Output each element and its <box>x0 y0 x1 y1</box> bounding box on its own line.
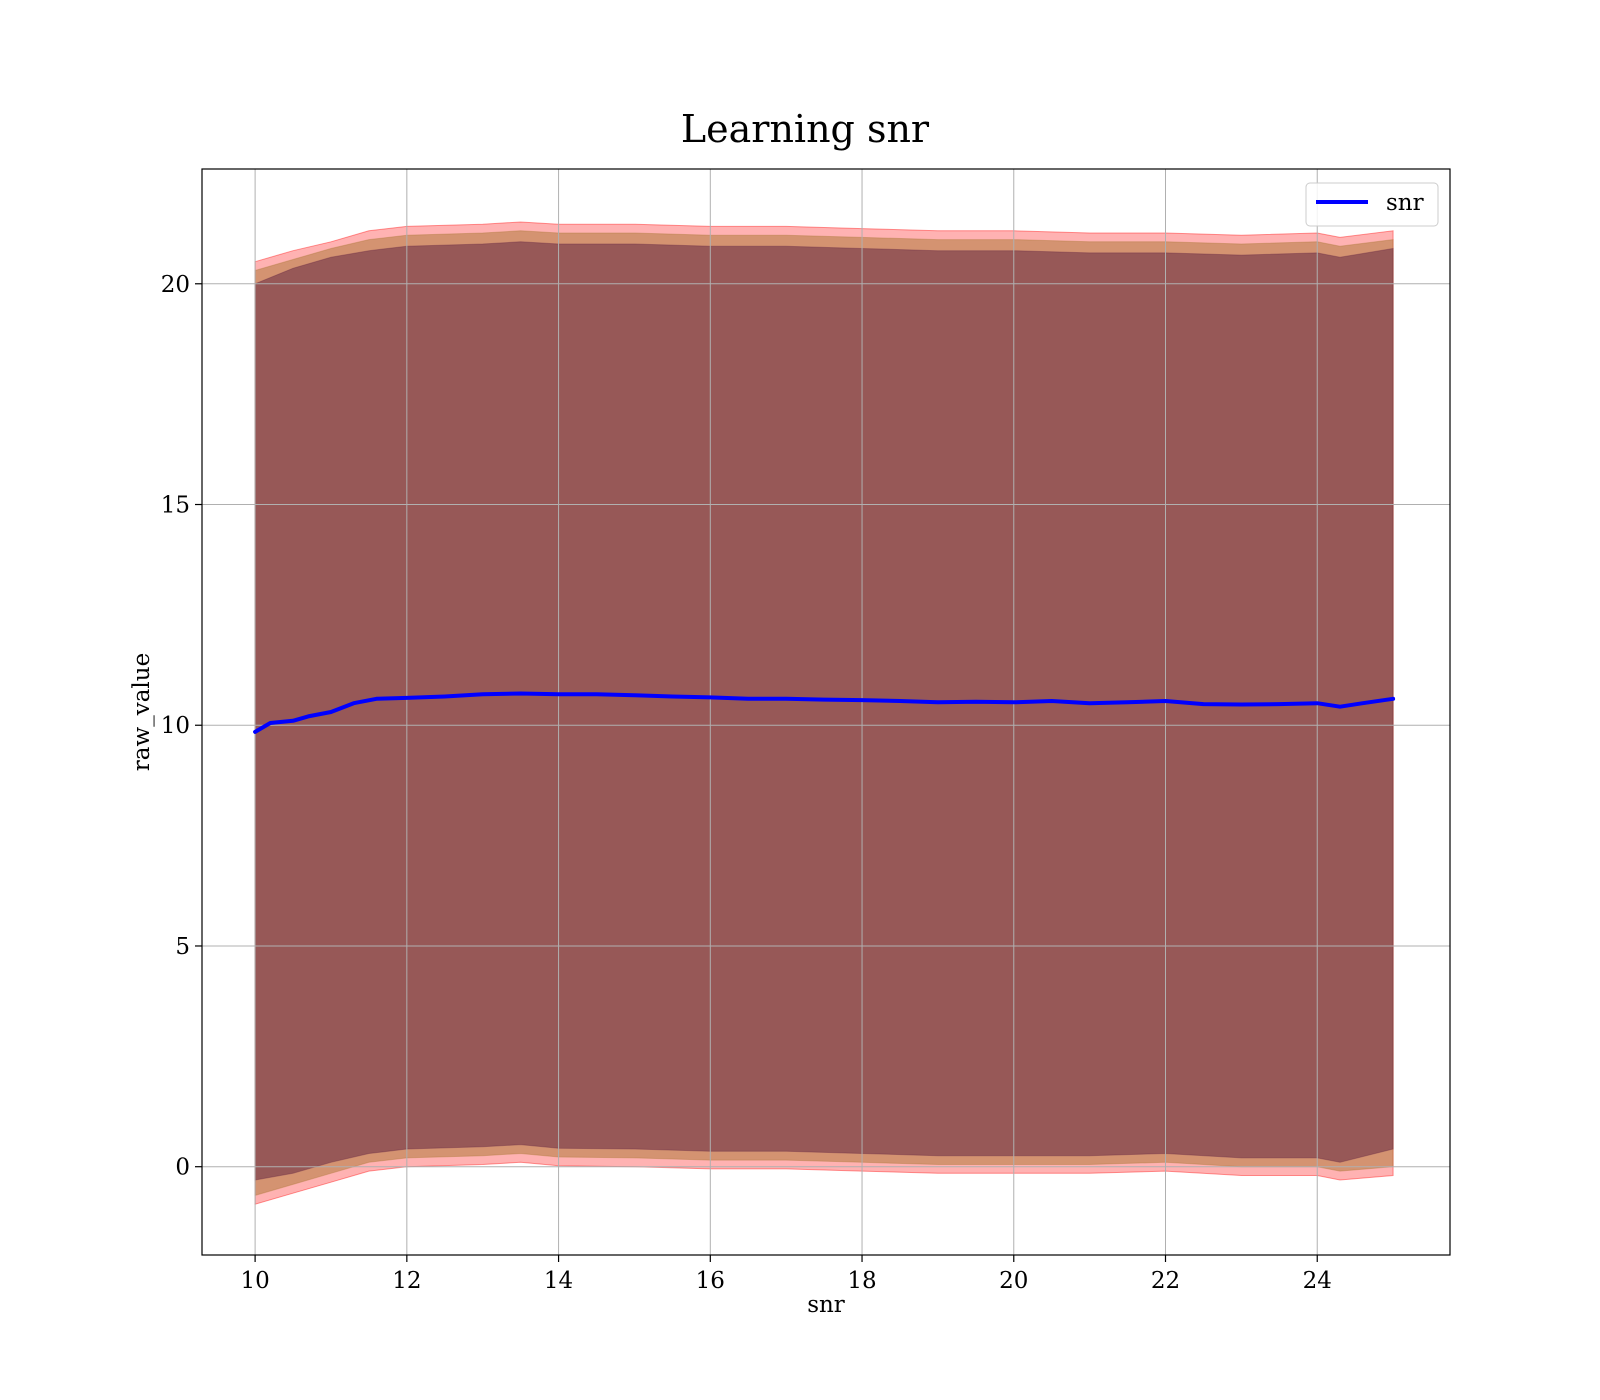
y-axis-label: raw_value <box>129 653 155 771</box>
series-lines <box>253 691 1396 734</box>
y-tick-label: 15 <box>161 493 190 519</box>
y-tick-label: 20 <box>161 272 190 298</box>
x-tick-label: 16 <box>696 1268 725 1294</box>
x-tick-label: 18 <box>847 1268 876 1294</box>
x-tick-label: 14 <box>544 1268 573 1294</box>
legend: snr <box>1305 182 1439 227</box>
x-tick-label: 22 <box>1151 1268 1180 1294</box>
legend-box <box>1305 182 1439 227</box>
confidence-bands <box>254 221 1394 1205</box>
y-tick-label: 10 <box>161 713 190 739</box>
x-axis-ticks: 10 12 14 16 18 20 22 24 <box>240 1255 1332 1294</box>
x-tick-label: 24 <box>1303 1268 1332 1294</box>
y-axis-ticks: 0 5 10 15 20 <box>161 272 202 1181</box>
grid <box>202 169 1450 1255</box>
x-tick-label: 20 <box>999 1268 1028 1294</box>
plot-frame <box>201 168 1451 1256</box>
chart-title: Learning snr <box>681 107 930 151</box>
y-tick-label: 5 <box>175 934 190 960</box>
band-2 <box>254 241 1394 1181</box>
x-tick-label: 10 <box>240 1268 269 1294</box>
y-tick-label: 0 <box>175 1155 190 1181</box>
x-tick-label: 12 <box>392 1268 421 1294</box>
legend-label-snr: snr <box>1386 190 1424 216</box>
x-axis-label: snr <box>807 1292 845 1318</box>
series-line-snr <box>253 691 1396 734</box>
